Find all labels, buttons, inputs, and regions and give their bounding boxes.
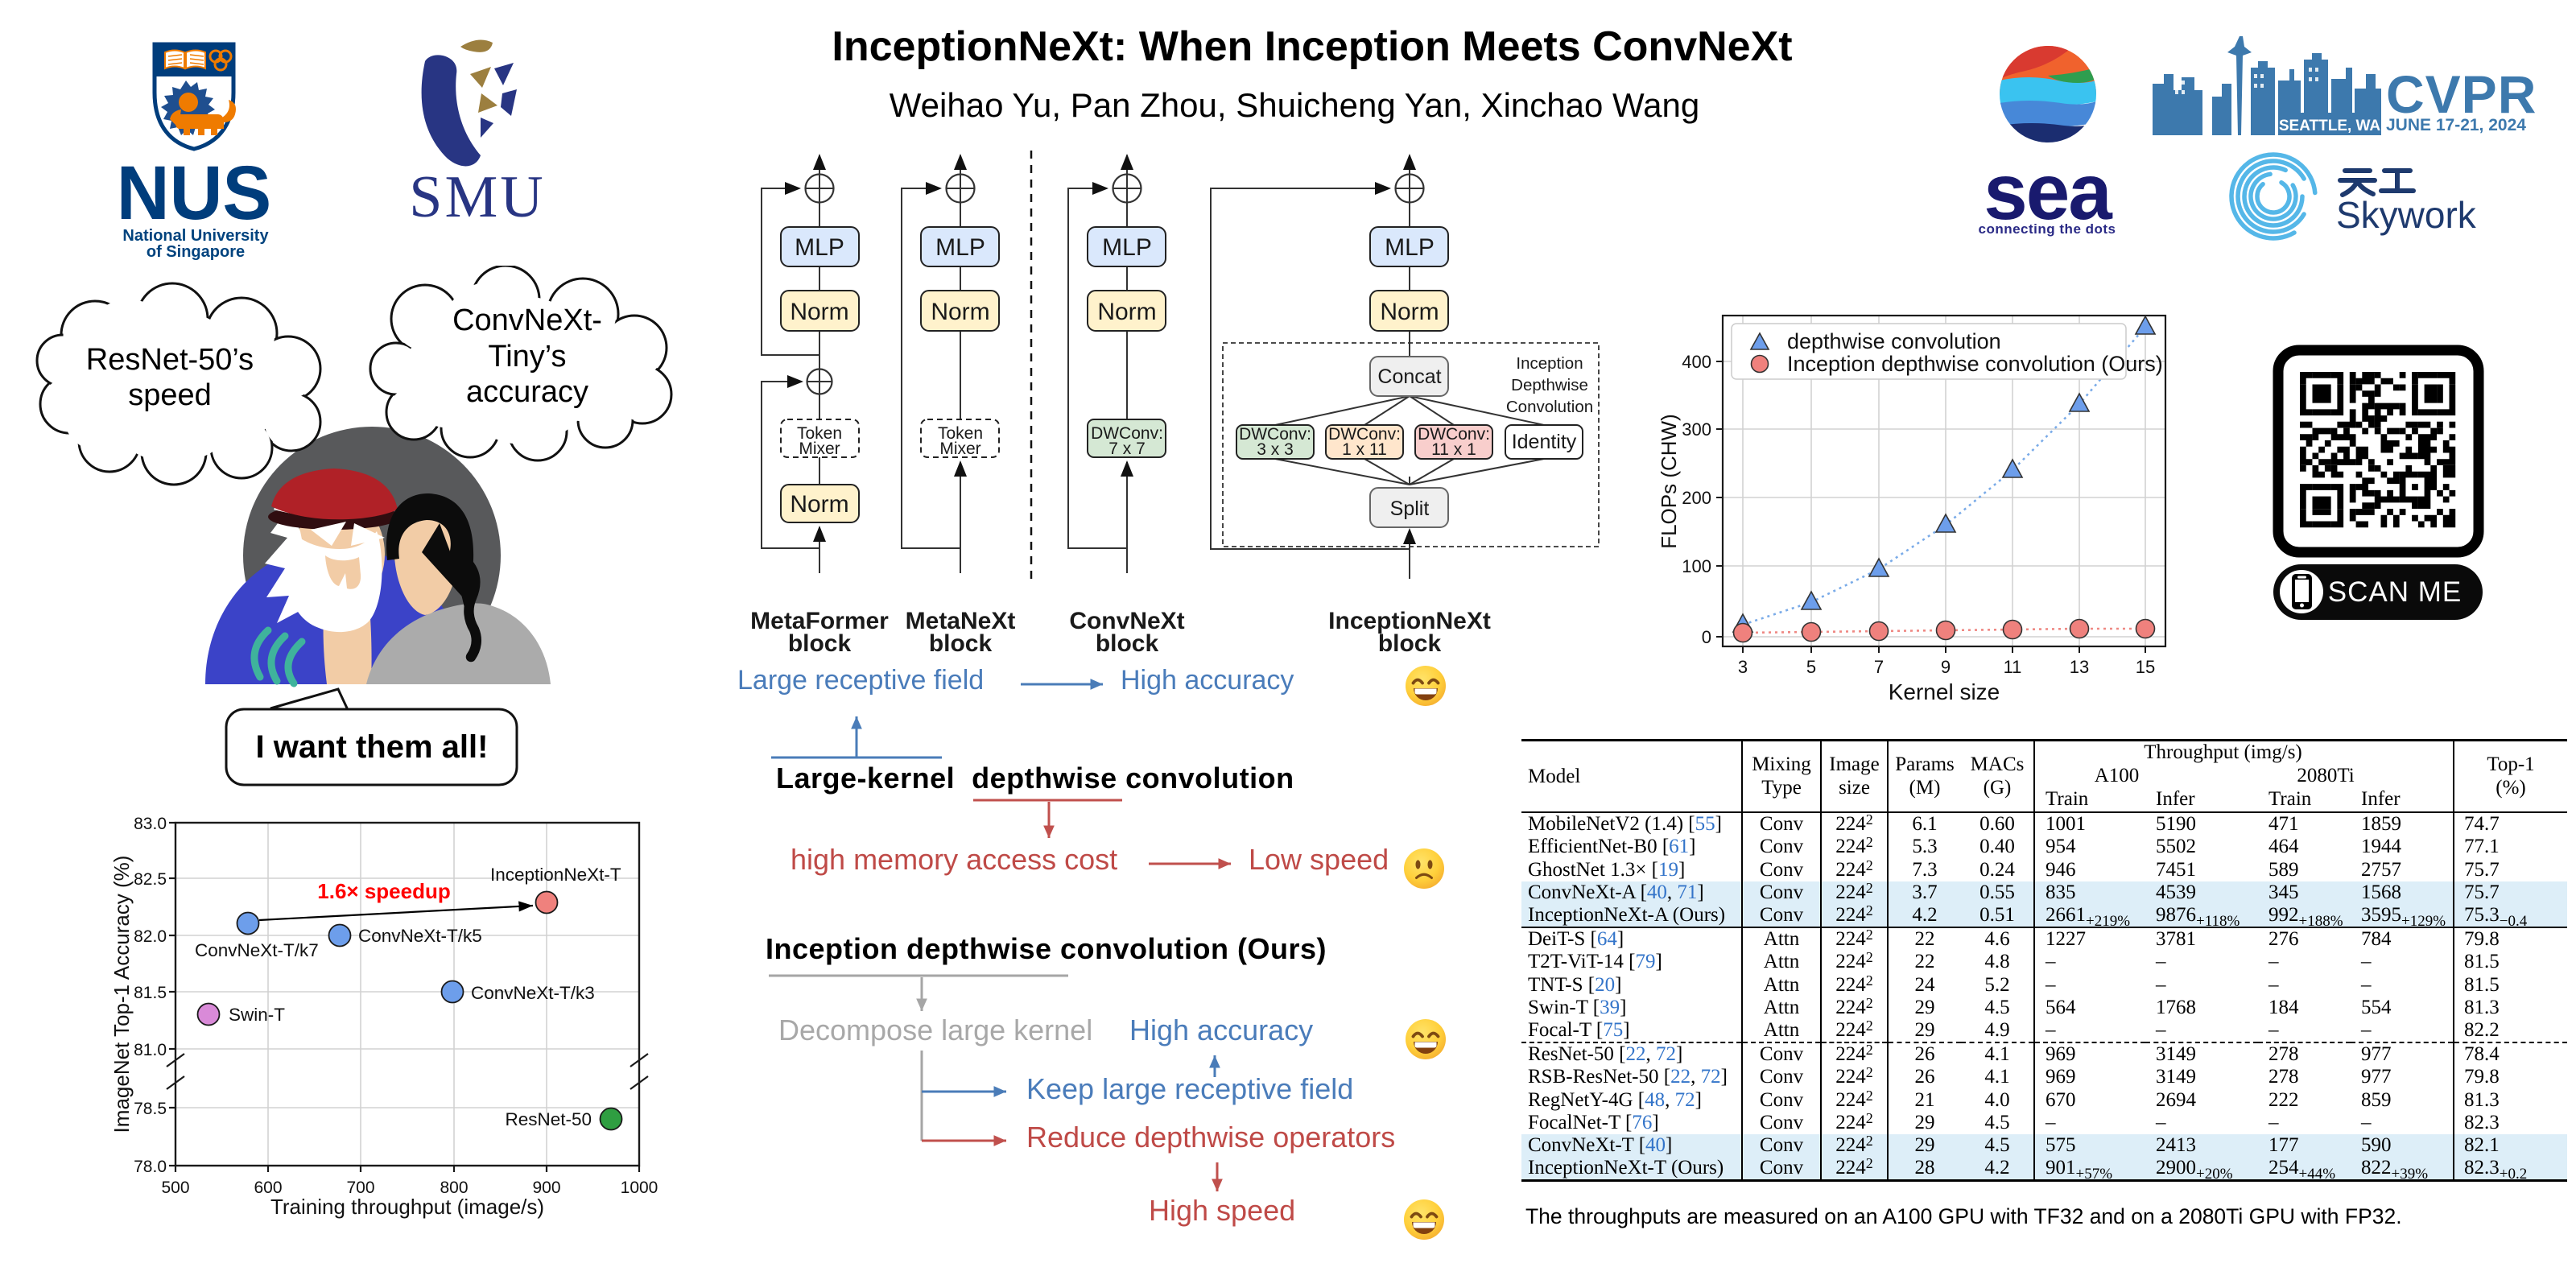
svg-text:Mixer: Mixer [939,440,980,458]
svg-text:Concat: Concat [1377,365,1441,388]
svg-text:depthwise convolution: depthwise convolution [1787,329,2001,353]
svg-text:Convolution: Convolution [1506,398,1593,416]
svg-text:Inception depthwise convolutio: Inception depthwise convolution (Ours) [1787,352,2163,376]
svg-text:3: 3 [1738,657,1748,677]
svg-text:7 x 7: 7 x 7 [1108,440,1146,458]
svg-text:700: 700 [346,1179,374,1197]
svg-text:ConvNeXt-T/k5: ConvNeXt-T/k5 [358,926,482,946]
svg-text:MLP: MLP [795,234,844,261]
svg-text:Norm: Norm [790,491,848,518]
svg-text:82.0: 82.0 [134,927,167,946]
svg-text:CVPR: CVPR [2386,64,2537,124]
svg-text:ConvNeXt: ConvNeXt [1069,608,1184,634]
svg-text:82.5: 82.5 [134,870,167,889]
svg-text:78.5: 78.5 [134,1100,167,1118]
svg-text:DWConv:: DWConv: [1328,425,1401,444]
svg-text:Inception: Inception [1516,354,1583,373]
svg-text:5: 5 [1806,657,1816,677]
svg-text:Norm: Norm [1097,299,1156,325]
svg-text:3 x 3: 3 x 3 [1257,440,1294,459]
svg-text:block: block [1096,630,1159,657]
svg-text:SCAN ME: SCAN ME [2328,576,2462,608]
svg-text:81.5: 81.5 [134,984,167,1002]
svg-text:78.0: 78.0 [134,1158,167,1176]
svg-text:Kernel size: Kernel size [1889,679,2000,704]
svg-text:DWConv:: DWConv: [1091,424,1163,443]
svg-text:100: 100 [1682,556,1711,576]
svg-text:sea: sea [1984,147,2113,236]
svg-text:Identity: Identity [1512,431,1577,453]
svg-text:FLOPs (CHW): FLOPs (CHW) [1657,414,1681,549]
svg-text:ConvNeXt-T/k7: ConvNeXt-T/k7 [195,940,319,960]
svg-text:Token: Token [797,424,842,443]
svg-text:83.0: 83.0 [134,815,167,833]
svg-text:block: block [1378,630,1442,657]
svg-text:block: block [929,630,993,657]
svg-text:SMU: SMU [409,164,545,230]
svg-text:SEATTLE, WA: SEATTLE, WA [2279,118,2381,134]
svg-text:1.6× speedup: 1.6× speedup [317,879,450,903]
svg-text:DWConv:: DWConv: [1239,425,1311,444]
svg-text:81.0: 81.0 [134,1041,167,1059]
svg-text:MetaNeXt: MetaNeXt [906,608,1016,634]
svg-text:1000: 1000 [621,1179,658,1197]
svg-text:1 x 11: 1 x 11 [1342,440,1387,459]
svg-text:400: 400 [1682,352,1711,372]
svg-text:MLP: MLP [1102,234,1152,261]
svg-text:Split: Split [1390,497,1430,520]
svg-text:ResNet-50: ResNet-50 [505,1109,592,1129]
svg-text:Token: Token [938,424,983,443]
svg-text:200: 200 [1682,488,1711,508]
svg-text:JUNE 17-21, 2024: JUNE 17-21, 2024 [2386,116,2526,134]
svg-text:connecting the dots: connecting the dots [1979,221,2116,237]
svg-text:Norm: Norm [931,299,989,325]
svg-text:13: 13 [2070,657,2089,677]
svg-text:Mixer: Mixer [799,440,840,458]
svg-text:7: 7 [1874,657,1884,677]
svg-text:Swin-T: Swin-T [229,1005,285,1025]
svg-text:Norm: Norm [1380,299,1439,325]
svg-text:MLP: MLP [1385,234,1435,261]
svg-text:DWConv:: DWConv: [1418,425,1490,444]
svg-text:ConvNeXt-T/k3: ConvNeXt-T/k3 [471,983,595,1003]
svg-text:0: 0 [1702,627,1711,647]
svg-text:I want them all!: I want them all! [256,729,489,765]
svg-text:Depthwise: Depthwise [1511,376,1588,394]
svg-text:block: block [788,630,852,657]
svg-text:11 x 1: 11 x 1 [1431,440,1476,459]
svg-text:800: 800 [440,1179,468,1197]
svg-text:Skywork: Skywork [2336,194,2477,236]
svg-text:MetaFormer: MetaFormer [750,608,889,634]
svg-text:National University: National University [122,227,269,245]
svg-text:MLP: MLP [935,234,985,261]
svg-text:of Singapore: of Singapore [147,243,245,261]
svg-text:900: 900 [532,1179,560,1197]
svg-text:ImageNet Top-1 Accuracy (%): ImageNet Top-1 Accuracy (%) [113,856,134,1133]
svg-text:NUS: NUS [117,150,272,235]
svg-text:InceptionNeXt: InceptionNeXt [1328,608,1491,634]
svg-text:Norm: Norm [790,299,848,325]
svg-text:InceptionNeXt-T: InceptionNeXt-T [490,865,621,885]
svg-text:500: 500 [161,1179,189,1197]
svg-text:300: 300 [1682,419,1711,440]
svg-text:9: 9 [1941,657,1951,677]
svg-text:11: 11 [2004,657,2022,677]
svg-text:600: 600 [254,1179,282,1197]
svg-text:15: 15 [2136,657,2155,677]
svg-text:Training throughput (image/s): Training throughput (image/s) [270,1195,544,1219]
